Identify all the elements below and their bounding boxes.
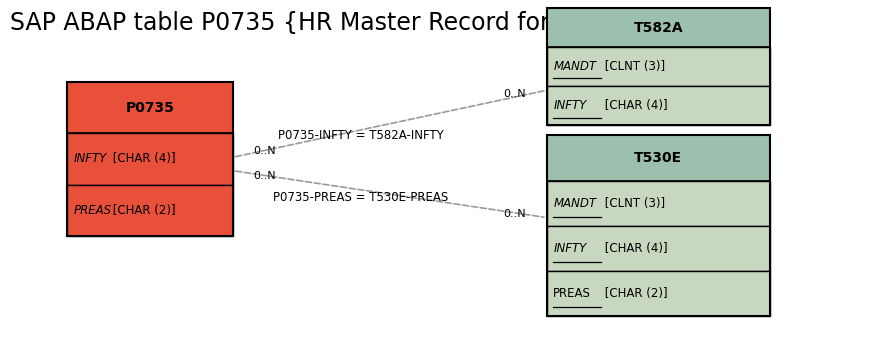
- FancyBboxPatch shape: [68, 82, 233, 133]
- Text: P0735-PREAS = T530E-PREAS: P0735-PREAS = T530E-PREAS: [273, 191, 448, 204]
- FancyBboxPatch shape: [547, 271, 770, 316]
- Text: 0..N: 0..N: [503, 89, 526, 99]
- Text: 0..N: 0..N: [254, 171, 276, 181]
- FancyBboxPatch shape: [547, 8, 770, 47]
- Text: [CHAR (4)]: [CHAR (4)]: [601, 242, 668, 255]
- FancyBboxPatch shape: [68, 133, 233, 185]
- Text: INFTY: INFTY: [553, 99, 587, 112]
- FancyBboxPatch shape: [547, 181, 770, 226]
- FancyBboxPatch shape: [547, 86, 770, 125]
- Text: PREAS: PREAS: [553, 287, 591, 300]
- Text: INFTY: INFTY: [553, 242, 587, 255]
- FancyBboxPatch shape: [547, 47, 770, 86]
- Text: [CHAR (4)]: [CHAR (4)]: [601, 99, 668, 112]
- FancyBboxPatch shape: [547, 226, 770, 271]
- Text: 0..N: 0..N: [503, 209, 526, 219]
- Text: 0..N: 0..N: [254, 146, 276, 155]
- Text: MANDT: MANDT: [553, 197, 596, 210]
- Text: PREAS: PREAS: [74, 204, 112, 217]
- Text: SAP ABAP table P0735 {HR Master Record for Infotype 0735}: SAP ABAP table P0735 {HR Master Record f…: [10, 11, 737, 35]
- Text: [CHAR (2)]: [CHAR (2)]: [601, 287, 668, 300]
- Text: MANDT: MANDT: [553, 60, 596, 73]
- Text: T582A: T582A: [633, 21, 683, 35]
- Text: P0735-INFTY = T582A-INFTY: P0735-INFTY = T582A-INFTY: [278, 129, 444, 142]
- Text: [CLNT (3)]: [CLNT (3)]: [601, 197, 665, 210]
- Text: [CHAR (4)]: [CHAR (4)]: [109, 152, 176, 165]
- Text: T530E: T530E: [634, 151, 683, 165]
- FancyBboxPatch shape: [547, 136, 770, 181]
- Text: [CLNT (3)]: [CLNT (3)]: [601, 60, 665, 73]
- Text: [CHAR (2)]: [CHAR (2)]: [109, 204, 176, 217]
- FancyBboxPatch shape: [68, 185, 233, 236]
- Text: INFTY: INFTY: [74, 152, 107, 165]
- Text: P0735: P0735: [126, 100, 174, 115]
